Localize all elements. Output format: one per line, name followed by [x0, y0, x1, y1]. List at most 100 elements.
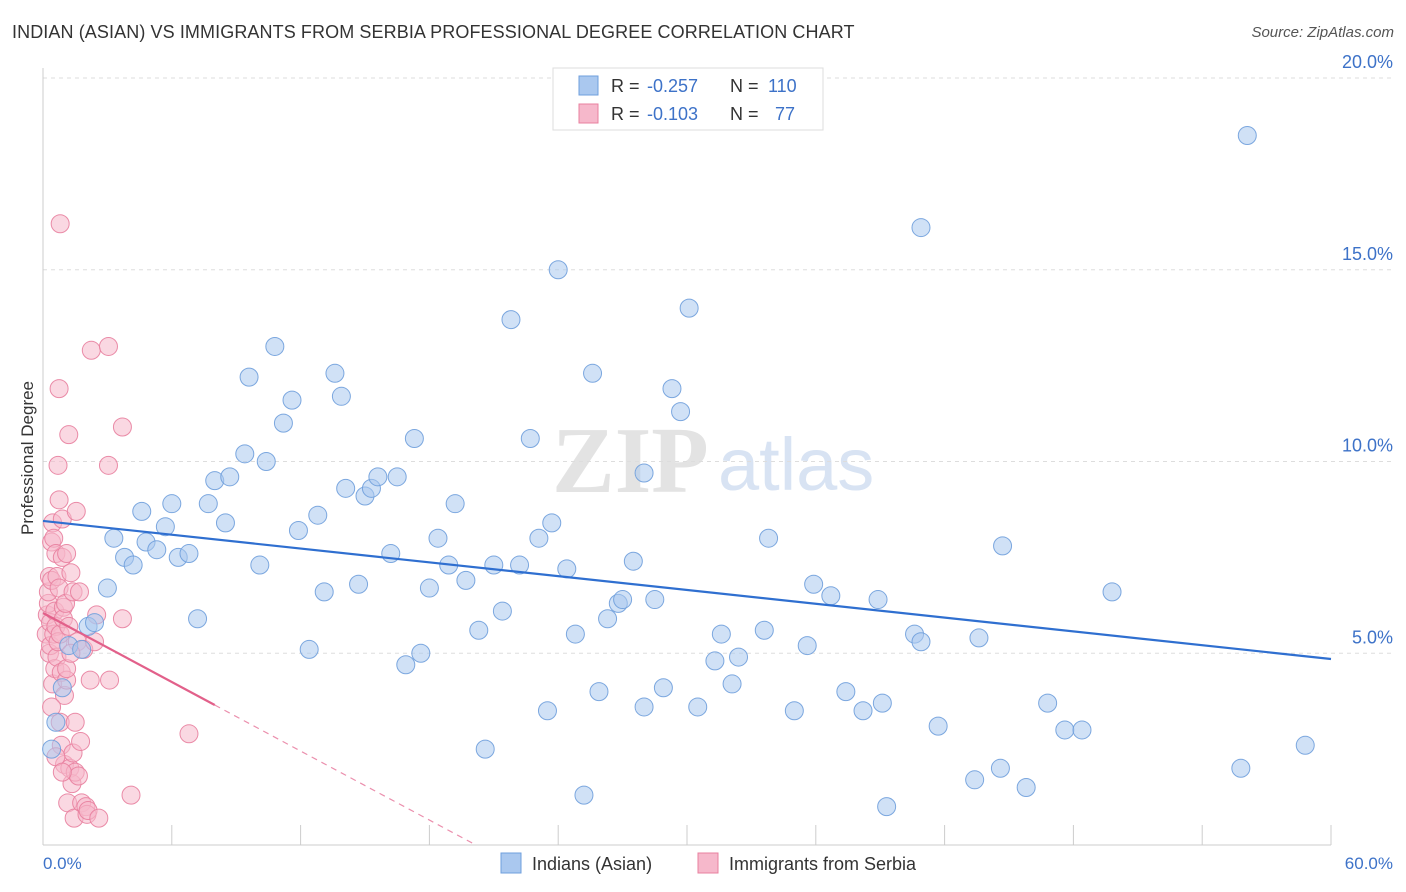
indians-point — [1016, 777, 1036, 797]
indians-point — [42, 739, 62, 759]
indians-point — [46, 712, 66, 732]
serbia-point — [89, 808, 109, 828]
indians-point — [456, 570, 476, 590]
indians-point — [404, 428, 424, 448]
serbia-point — [81, 340, 101, 360]
serbia-point — [49, 490, 69, 510]
indians-point — [679, 298, 699, 318]
indians-point — [220, 467, 240, 487]
stats-n-label-2: N = — [730, 104, 759, 124]
indians-point — [492, 601, 512, 621]
indians-point — [336, 478, 356, 498]
serbia-point — [68, 766, 88, 786]
indians-point — [188, 609, 208, 629]
stats-legend-swatch-blue — [578, 75, 599, 96]
indians-point — [598, 609, 618, 629]
serbia-point — [48, 455, 68, 475]
trend-line-serbia-extrapolated — [214, 704, 473, 844]
indians-point — [784, 701, 804, 721]
serbia-point — [66, 501, 86, 521]
serbia-point — [80, 670, 100, 690]
indians-point — [877, 797, 897, 817]
stats-legend: R = -0.257 N = 110 R = -0.103 N = 77 — [552, 67, 824, 131]
serbia-point — [100, 670, 120, 690]
indians-point — [911, 218, 931, 238]
indians-point — [565, 624, 585, 644]
indians-point — [265, 336, 285, 356]
serbia-point — [57, 544, 77, 564]
indians-point — [969, 628, 989, 648]
indians-point — [368, 467, 388, 487]
series-legend: Indians (Asian) Immigrants from Serbia — [500, 852, 917, 874]
indians-point — [239, 367, 259, 387]
stats-r-label-1: R = — [611, 76, 640, 96]
stats-r-value-2: -0.103 — [647, 104, 698, 124]
legend-swatch-indians — [500, 852, 522, 874]
indians-point — [162, 494, 182, 514]
indians-point — [132, 501, 152, 521]
watermark: ZIP atlas — [552, 409, 874, 513]
trend-lines — [42, 519, 1332, 844]
serbia-point — [52, 762, 72, 782]
serbia-point — [71, 731, 91, 751]
x-tick-label-max: 60.0% — [1345, 854, 1393, 873]
serbia-point — [112, 417, 132, 437]
y-tick-label: 20.0% — [1342, 52, 1393, 72]
stats-legend-swatch-pink — [578, 103, 599, 124]
indians-point — [428, 528, 448, 548]
legend-label-serbia: Immigrants from Serbia — [729, 854, 917, 874]
indians-point — [288, 521, 308, 541]
y-tick-label: 15.0% — [1342, 244, 1393, 264]
indians-point — [282, 390, 302, 410]
indians-point — [868, 590, 888, 610]
source-label: Source: ZipAtlas.com — [1251, 24, 1394, 41]
indians-point — [235, 444, 255, 464]
indians-point — [993, 536, 1013, 556]
indians-point — [299, 639, 319, 659]
indians-point — [349, 574, 369, 594]
indians-point — [705, 651, 725, 671]
indians-point — [836, 682, 856, 702]
indians-point — [821, 586, 841, 606]
indians-point — [653, 678, 673, 698]
indians-point — [688, 697, 708, 717]
indians-point — [872, 693, 892, 713]
serbia-point — [65, 712, 85, 732]
indians-point — [469, 620, 489, 640]
indians-point — [387, 467, 407, 487]
y-tick-label: 5.0% — [1352, 627, 1393, 647]
indians-point — [574, 785, 594, 805]
indians-point — [72, 639, 92, 659]
indians-point — [52, 678, 72, 698]
indians-point — [1102, 582, 1122, 602]
indians-point — [645, 590, 665, 610]
stats-n-label-1: N = — [730, 76, 759, 96]
indians-point — [445, 494, 465, 514]
indians-point — [583, 363, 603, 383]
indians-point — [542, 513, 562, 533]
indians-point — [911, 632, 931, 652]
stats-r-label-2: R = — [611, 104, 640, 124]
serbia-point — [69, 582, 89, 602]
indians-point — [928, 716, 948, 736]
indians-point — [804, 574, 824, 594]
indians-point — [1237, 126, 1257, 146]
indians-point — [273, 413, 293, 433]
serbia-point — [49, 379, 69, 399]
indians-point — [797, 636, 817, 656]
indians-point — [1055, 720, 1075, 740]
indians-point — [104, 528, 124, 548]
indians-point — [396, 655, 416, 675]
indians-point — [537, 701, 557, 721]
legend-label-indians: Indians (Asian) — [532, 854, 652, 874]
indians-point — [634, 697, 654, 717]
indians-point — [520, 428, 540, 448]
serbia-point — [121, 785, 141, 805]
gridlines — [43, 77, 1393, 654]
indians-point — [484, 555, 504, 575]
indians-point — [510, 555, 530, 575]
indians-point — [250, 555, 270, 575]
trend-line-indians — [42, 519, 1332, 661]
indians-point — [325, 363, 345, 383]
